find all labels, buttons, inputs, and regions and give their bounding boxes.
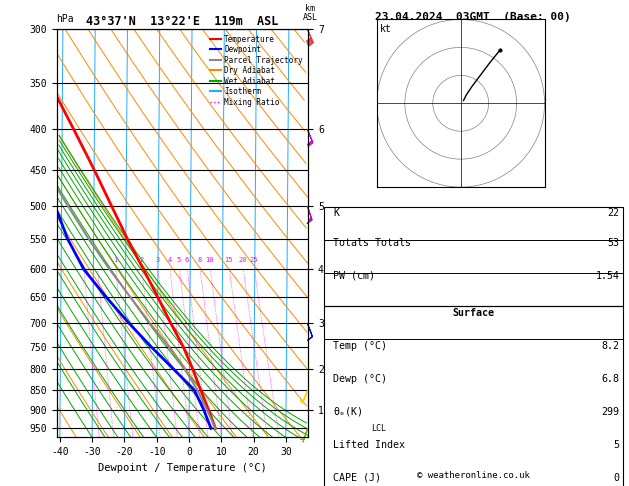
Text: LCL: LCL <box>371 424 386 433</box>
Text: 23.04.2024  03GMT  (Base: 00): 23.04.2024 03GMT (Base: 00) <box>376 12 571 22</box>
Title: 43°37'N  13°22'E  119m  ASL: 43°37'N 13°22'E 119m ASL <box>86 15 279 28</box>
Text: 6: 6 <box>184 258 189 263</box>
Text: 2: 2 <box>139 258 143 263</box>
Text: 10: 10 <box>205 258 214 263</box>
X-axis label: Dewpoint / Temperature (°C): Dewpoint / Temperature (°C) <box>98 463 267 473</box>
Text: 25: 25 <box>249 258 258 263</box>
Text: 20: 20 <box>238 258 247 263</box>
Text: 8: 8 <box>198 258 201 263</box>
Text: kt: kt <box>381 24 392 35</box>
Text: km
ASL: km ASL <box>303 4 318 22</box>
Text: 22: 22 <box>608 208 620 219</box>
Text: Lifted Index: Lifted Index <box>333 440 405 450</box>
Text: Totals Totals: Totals Totals <box>333 238 411 248</box>
Text: 0: 0 <box>614 473 620 483</box>
Text: θₑ(K): θₑ(K) <box>333 407 363 417</box>
Bar <box>324 306 623 486</box>
Legend: Temperature, Dewpoint, Parcel Trajectory, Dry Adiabat, Wet Adiabat, Isotherm, Mi: Temperature, Dewpoint, Parcel Trajectory… <box>208 33 304 108</box>
Text: 5: 5 <box>614 440 620 450</box>
Text: 8.2: 8.2 <box>602 341 620 351</box>
Text: CAPE (J): CAPE (J) <box>333 473 381 483</box>
Text: Dewp (°C): Dewp (°C) <box>333 374 387 384</box>
Text: K: K <box>333 208 339 219</box>
Text: 5: 5 <box>177 258 181 263</box>
Bar <box>324 207 623 306</box>
Text: © weatheronline.co.uk: © weatheronline.co.uk <box>417 471 530 480</box>
Text: 1.54: 1.54 <box>596 271 620 281</box>
Text: 1: 1 <box>113 258 118 263</box>
Text: PW (cm): PW (cm) <box>333 271 376 281</box>
Text: 6.8: 6.8 <box>602 374 620 384</box>
Text: Surface: Surface <box>452 308 494 318</box>
Text: hPa: hPa <box>57 14 74 24</box>
Text: Temp (°C): Temp (°C) <box>333 341 387 351</box>
Text: 15: 15 <box>225 258 233 263</box>
Text: 3: 3 <box>155 258 160 263</box>
Text: 4: 4 <box>167 258 172 263</box>
Text: 53: 53 <box>608 238 620 248</box>
Text: 299: 299 <box>602 407 620 417</box>
